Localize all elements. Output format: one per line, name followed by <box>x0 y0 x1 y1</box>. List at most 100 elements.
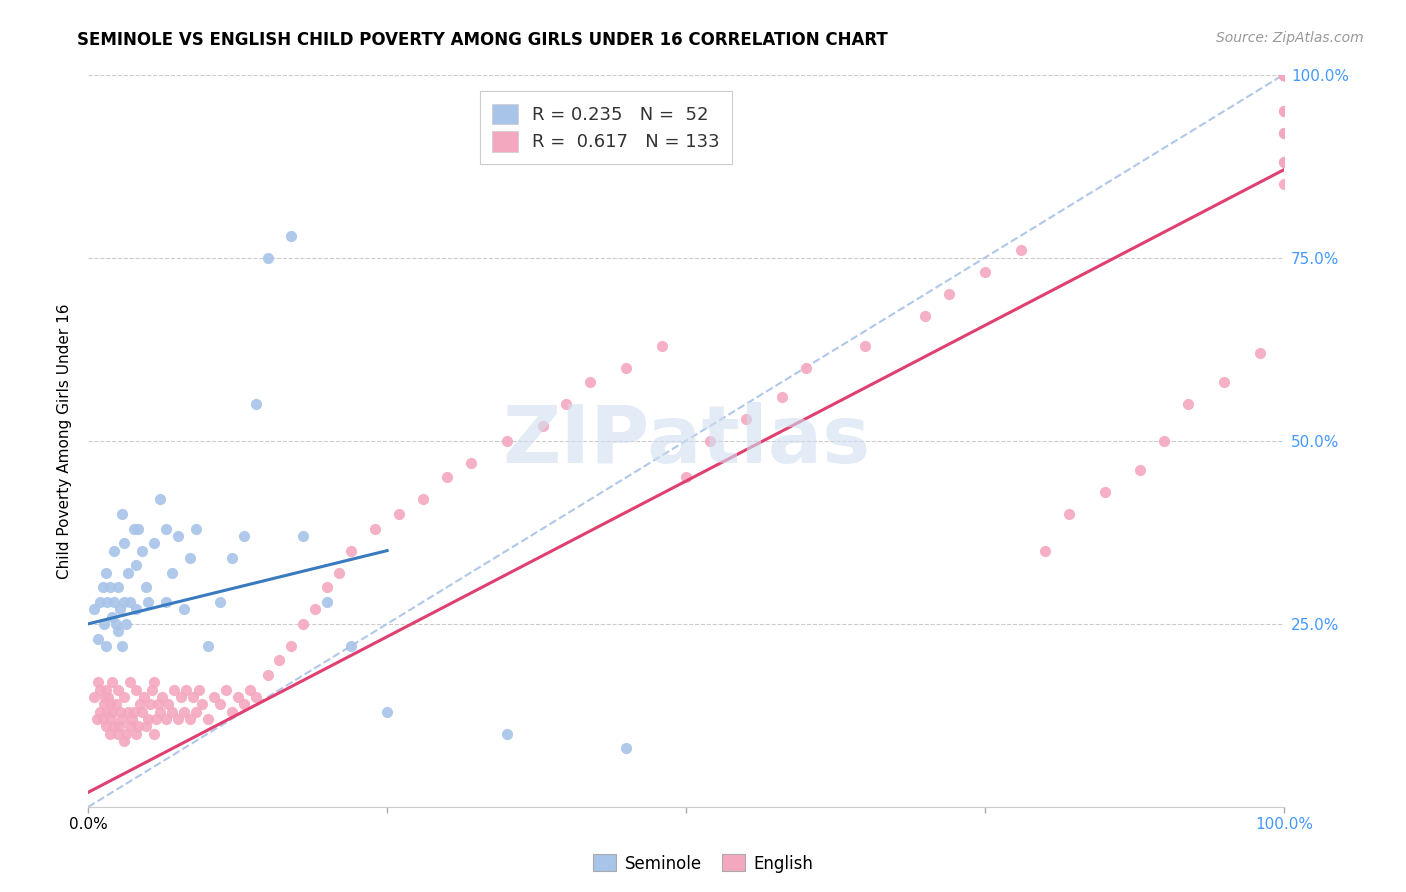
Point <box>96 595 118 609</box>
Point <box>1094 485 1116 500</box>
Point <box>125 558 148 573</box>
Point <box>87 632 110 646</box>
Point <box>155 712 177 726</box>
Point <box>107 624 129 639</box>
Point <box>1272 68 1295 82</box>
Point <box>579 375 602 389</box>
Point <box>1272 126 1295 140</box>
Point <box>83 690 105 705</box>
Point <box>1129 463 1152 477</box>
Point <box>938 287 960 301</box>
Point <box>1272 68 1295 82</box>
Point <box>135 580 157 594</box>
Point <box>232 698 254 712</box>
Point <box>1272 68 1295 82</box>
Point <box>98 698 121 712</box>
Point <box>1272 68 1295 82</box>
Point <box>163 682 186 697</box>
Point <box>83 602 105 616</box>
Point <box>179 712 201 726</box>
Point <box>1272 68 1295 82</box>
Point <box>232 529 254 543</box>
Point <box>115 727 138 741</box>
Point <box>280 228 302 243</box>
Point <box>316 595 339 609</box>
Point <box>256 668 278 682</box>
Point <box>1272 68 1295 82</box>
Point <box>101 675 124 690</box>
Point <box>1272 68 1295 82</box>
Point <box>110 705 132 719</box>
Point <box>1272 126 1295 140</box>
Point <box>145 712 167 726</box>
Text: ZIPatlas: ZIPatlas <box>502 401 870 480</box>
Point <box>1249 346 1271 360</box>
Point <box>239 682 262 697</box>
Point <box>112 536 135 550</box>
Point <box>208 698 231 712</box>
Point <box>1153 434 1175 448</box>
Point <box>914 310 936 324</box>
Point <box>160 705 183 719</box>
Point <box>174 682 197 697</box>
Point <box>179 550 201 565</box>
Point <box>117 566 139 580</box>
Point <box>280 639 302 653</box>
Point <box>93 698 115 712</box>
Point <box>166 529 188 543</box>
Point <box>131 543 153 558</box>
Point <box>155 522 177 536</box>
Point <box>98 580 121 594</box>
Point <box>1272 68 1295 82</box>
Point <box>94 639 117 653</box>
Point <box>675 470 697 484</box>
Point <box>614 741 637 756</box>
Point <box>118 675 141 690</box>
Point <box>97 690 120 705</box>
Point <box>139 698 162 712</box>
Point <box>188 682 211 697</box>
Point <box>183 690 205 705</box>
Point <box>118 595 141 609</box>
Point <box>1010 244 1032 258</box>
Point <box>974 265 997 279</box>
Point <box>104 698 127 712</box>
Legend: R = 0.235   N =  52, R =  0.617   N = 133: R = 0.235 N = 52, R = 0.617 N = 133 <box>479 91 733 164</box>
Point <box>108 719 131 733</box>
Point <box>1272 68 1295 82</box>
Point <box>94 719 117 733</box>
Point <box>1272 104 1295 119</box>
Point <box>94 566 117 580</box>
Point <box>117 705 139 719</box>
Point <box>173 705 195 719</box>
Point <box>651 338 673 352</box>
Point <box>1213 375 1236 389</box>
Point <box>160 566 183 580</box>
Point <box>245 690 267 705</box>
Point <box>1272 155 1295 169</box>
Point <box>112 595 135 609</box>
Point <box>103 719 125 733</box>
Point <box>460 456 482 470</box>
Point <box>614 360 637 375</box>
Point <box>134 690 156 705</box>
Point <box>1272 68 1295 82</box>
Point <box>89 595 111 609</box>
Point <box>107 727 129 741</box>
Point <box>184 705 207 719</box>
Point <box>107 682 129 697</box>
Point <box>107 580 129 594</box>
Point <box>364 522 387 536</box>
Point <box>1272 68 1295 82</box>
Point <box>112 734 135 748</box>
Point <box>436 470 458 484</box>
Point <box>1177 397 1199 411</box>
Point <box>853 338 876 352</box>
Text: SEMINOLE VS ENGLISH CHILD POVERTY AMONG GIRLS UNDER 16 CORRELATION CHART: SEMINOLE VS ENGLISH CHILD POVERTY AMONG … <box>77 31 889 49</box>
Point <box>112 690 135 705</box>
Point <box>111 639 134 653</box>
Point <box>340 639 363 653</box>
Point <box>104 616 127 631</box>
Point <box>121 712 143 726</box>
Point <box>98 727 121 741</box>
